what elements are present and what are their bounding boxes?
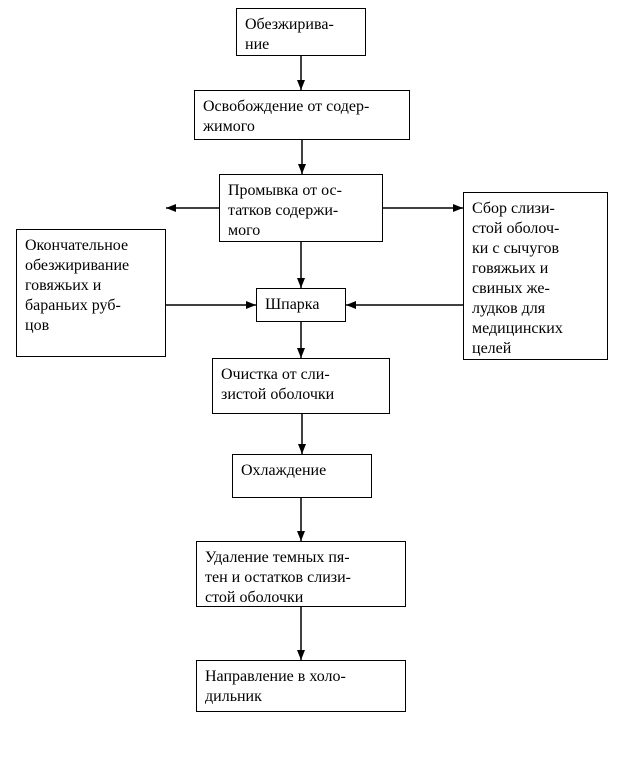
node-n6: Шпарка <box>256 288 346 322</box>
node-n7: Очистка от сли-зистой оболочки <box>212 358 390 414</box>
flowchart-canvas: Обезжирива-ние Освобождение от содер-жимо… <box>0 0 628 761</box>
node-n9: Удаление темных пя-тен и остатков слизи-… <box>196 541 406 607</box>
node-n3: Промывка от ос-татков содержи-мого <box>219 174 383 242</box>
node-n8: Охлаждение <box>232 454 372 498</box>
node-n4: Окончательное обезжиривание говяжьих и б… <box>16 229 166 357</box>
node-n5: Сбор слизи-стой оболоч-ки с сычугов говя… <box>463 192 608 360</box>
node-n2: Освобождение от содер-жимого <box>194 90 410 140</box>
node-n1: Обезжирива-ние <box>236 8 366 56</box>
node-n10: Направление в холо-дильник <box>196 660 406 712</box>
